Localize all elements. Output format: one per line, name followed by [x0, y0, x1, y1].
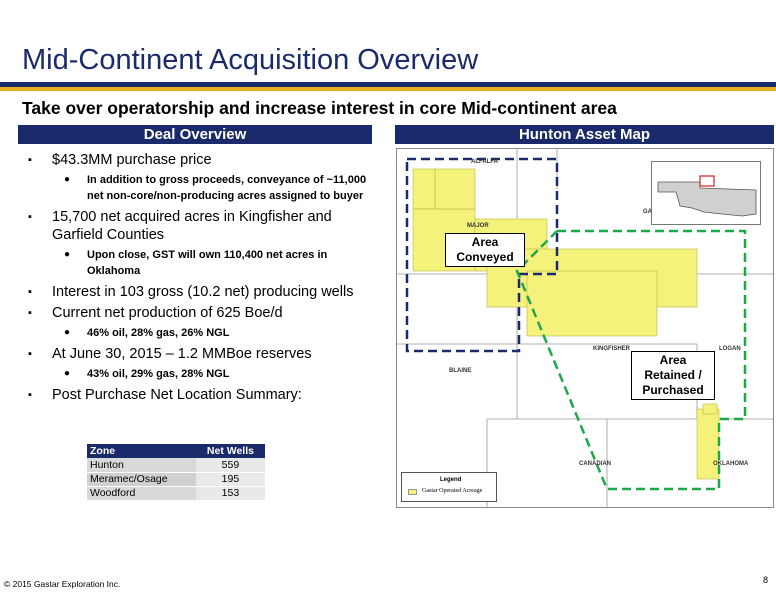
- zone-cell: Hunton: [87, 458, 196, 473]
- square-bullet-icon: ▪: [28, 307, 32, 319]
- legend-title: Legend: [440, 477, 462, 483]
- col-header-zone: Zone: [87, 444, 196, 458]
- county-label-major: MAJOR: [467, 223, 489, 229]
- legend-label: Gastar Operated Acreage: [422, 488, 483, 494]
- title-rule-gold: [0, 87, 776, 91]
- deal-overview-header: Deal Overview: [18, 125, 372, 144]
- square-bullet-icon: ▪: [28, 211, 32, 223]
- callout-retained-line: Retained /: [644, 368, 702, 382]
- table-row: Woodford 153: [87, 486, 265, 501]
- net-wells-cell: 559: [195, 458, 265, 473]
- county-label-alfalfa: ALFALFA: [471, 159, 498, 165]
- county-label-logan: LOGAN: [719, 346, 741, 352]
- inset-canvas: [657, 175, 757, 217]
- dot-bullet-icon: ●: [64, 174, 71, 185]
- bullet-item: ▪ At June 30, 2015 – 1.2 MMBoe reserves: [28, 346, 312, 362]
- dot-bullet-icon: ●: [64, 327, 71, 338]
- page-number: 8: [763, 575, 769, 585]
- slide-subtitle: Take over operatorship and increase inte…: [22, 98, 617, 118]
- sub-bullet-item: ● In addition to gross proceeds, conveyan…: [64, 174, 367, 202]
- title-rule-navy: [0, 82, 776, 87]
- col-header-net-wells: Net Wells: [195, 444, 265, 458]
- legend-swatch: [408, 489, 417, 495]
- map-legend: Legend Gastar Operated Acreage: [401, 472, 497, 502]
- deal-bullets: ▪ $43.3MM purchase price ● In addition to …: [28, 151, 373, 407]
- bullet-item: ▪ 15,700 net acquired acres in Kingfisher…: [28, 209, 332, 243]
- copyright-footer: © 2015 Gastar Exploration Inc.: [4, 579, 121, 589]
- sub-bullet-item: ● 46% oil, 28% gas, 26% NGL: [64, 327, 230, 339]
- net-wells-cell: 153: [195, 486, 265, 501]
- hunton-asset-map: ALFALFA GA MAJOR KINGFISHER LOGAN BLAINE…: [396, 148, 774, 508]
- callout-area-retained: Area Retained / Purchased: [631, 351, 715, 400]
- oklahoma-inset-map: [651, 161, 761, 225]
- hunton-map-header: Hunton Asset Map: [395, 125, 774, 144]
- bullet-item: ▪ Post Purchase Net Location Summary:: [28, 387, 302, 403]
- square-bullet-icon: ▪: [28, 389, 32, 401]
- callout-conveyed-line: Conveyed: [456, 250, 514, 264]
- bullet-item: ▪ $43.3MM purchase price: [28, 152, 212, 168]
- sub-bullet-item: ● Upon close, GST will own 110,400 net ac…: [64, 249, 328, 277]
- net-wells-cell: 195: [195, 472, 265, 487]
- square-bullet-icon: ▪: [28, 286, 32, 298]
- callout-retained-line: Area: [659, 353, 687, 367]
- zone-cell: Woodford: [87, 486, 196, 501]
- county-label-ga: GA: [643, 209, 652, 215]
- county-label-blaine: BLAINE: [449, 368, 472, 374]
- square-bullet-icon: ▪: [28, 154, 32, 166]
- table-row: Hunton 559: [87, 458, 265, 473]
- sub-bullet-item: ● 43% oil, 29% gas, 28% NGL: [64, 368, 230, 380]
- callout-area-conveyed: Area Conveyed: [445, 233, 525, 267]
- callout-retained-line: Purchased: [642, 383, 704, 397]
- dot-bullet-icon: ●: [64, 249, 71, 260]
- table-row: Meramec/Osage 195: [87, 472, 265, 487]
- zone-cell: Meramec/Osage: [87, 472, 196, 487]
- bullet-item: ▪ Interest in 103 gross (10.2 net) produc…: [28, 284, 354, 300]
- county-label-oklahoma: OKLAHOMA: [713, 461, 749, 467]
- net-location-table: Zone Net Wells Hunton 559 Meramec/Osage …: [87, 444, 265, 501]
- county-label-kingfisher: KINGFISHER: [593, 346, 631, 352]
- county-label-canadian: CANADIAN: [579, 461, 611, 467]
- bullet-item: ▪ Current net production of 625 Boe/d: [28, 305, 283, 321]
- table-header-row: Zone Net Wells: [87, 444, 265, 458]
- dot-bullet-icon: ●: [64, 368, 71, 379]
- retained-outline: [515, 229, 747, 491]
- slide-title: Mid-Continent Acquisition Overview: [22, 44, 479, 76]
- callout-conveyed-line: Area: [471, 235, 499, 249]
- square-bullet-icon: ▪: [28, 348, 32, 360]
